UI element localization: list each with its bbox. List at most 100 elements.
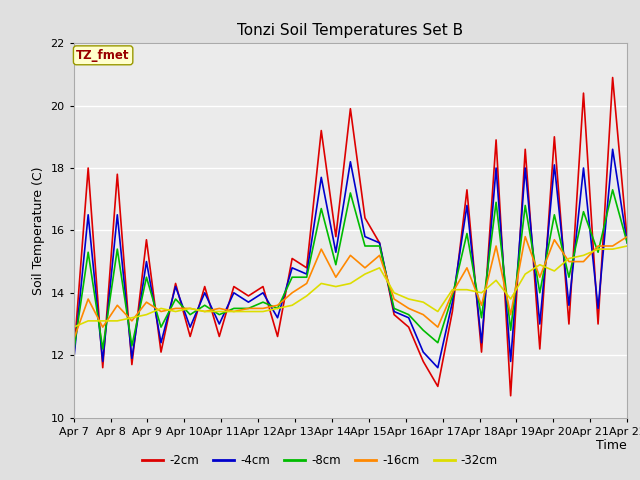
-8cm	[99, 346, 107, 352]
-8cm	[84, 250, 92, 255]
-4cm	[317, 175, 325, 180]
-2cm	[274, 334, 282, 339]
-4cm	[143, 259, 150, 264]
-8cm	[594, 250, 602, 255]
-32cm	[332, 284, 340, 289]
-32cm	[128, 315, 136, 321]
-8cm	[376, 243, 383, 249]
-32cm	[449, 287, 456, 293]
-32cm	[303, 293, 310, 299]
-8cm	[274, 306, 282, 312]
-32cm	[390, 290, 398, 296]
-4cm	[347, 159, 355, 165]
-2cm	[507, 393, 515, 398]
-4cm	[522, 165, 529, 171]
-16cm	[565, 259, 573, 264]
-32cm	[405, 296, 413, 302]
-2cm	[594, 321, 602, 327]
-2cm	[84, 165, 92, 171]
-2cm	[434, 384, 442, 389]
-16cm	[99, 324, 107, 330]
-32cm	[216, 309, 223, 314]
-2cm	[623, 237, 631, 243]
-8cm	[419, 327, 427, 333]
-32cm	[201, 309, 209, 314]
-4cm	[550, 162, 558, 168]
X-axis label: Time: Time	[596, 439, 627, 453]
-16cm	[143, 300, 150, 305]
-32cm	[376, 265, 383, 271]
-4cm	[434, 365, 442, 371]
-4cm	[376, 240, 383, 246]
-2cm	[361, 215, 369, 221]
-16cm	[405, 306, 413, 312]
-2cm	[303, 265, 310, 271]
-2cm	[172, 280, 179, 286]
-2cm	[536, 346, 543, 352]
-8cm	[390, 306, 398, 312]
-16cm	[434, 324, 442, 330]
-8cm	[522, 203, 529, 208]
-4cm	[492, 165, 500, 171]
-4cm	[216, 321, 223, 327]
-8cm	[580, 209, 588, 215]
-32cm	[70, 324, 77, 330]
-32cm	[463, 287, 471, 293]
-2cm	[477, 349, 485, 355]
-4cm	[580, 165, 588, 171]
-32cm	[492, 277, 500, 283]
-2cm	[157, 349, 165, 355]
-32cm	[580, 252, 588, 258]
-2cm	[288, 255, 296, 261]
-8cm	[216, 312, 223, 318]
-8cm	[550, 212, 558, 217]
-16cm	[70, 337, 77, 343]
-4cm	[405, 315, 413, 321]
-2cm	[317, 128, 325, 133]
-8cm	[463, 231, 471, 237]
-8cm	[361, 243, 369, 249]
-16cm	[609, 243, 616, 249]
Line: -16cm: -16cm	[74, 237, 627, 340]
-16cm	[259, 306, 267, 312]
-16cm	[274, 302, 282, 308]
-32cm	[550, 268, 558, 274]
-16cm	[477, 302, 485, 308]
Text: TZ_fmet: TZ_fmet	[76, 49, 130, 62]
-4cm	[361, 234, 369, 240]
-2cm	[449, 309, 456, 314]
Title: Tonzi Soil Temperatures Set B: Tonzi Soil Temperatures Set B	[237, 23, 463, 38]
Line: -8cm: -8cm	[74, 190, 627, 352]
-4cm	[172, 284, 179, 289]
-4cm	[230, 290, 237, 296]
-2cm	[580, 90, 588, 96]
-2cm	[259, 284, 267, 289]
-32cm	[565, 255, 573, 261]
-8cm	[230, 306, 237, 312]
-32cm	[186, 306, 194, 312]
-8cm	[303, 275, 310, 280]
-4cm	[128, 355, 136, 361]
-8cm	[201, 302, 209, 308]
-4cm	[99, 359, 107, 364]
-8cm	[477, 315, 485, 321]
-2cm	[186, 334, 194, 339]
-8cm	[332, 262, 340, 268]
-8cm	[434, 340, 442, 346]
-4cm	[113, 212, 121, 217]
-16cm	[361, 265, 369, 271]
-32cm	[594, 246, 602, 252]
-4cm	[84, 212, 92, 217]
-32cm	[157, 306, 165, 312]
-8cm	[449, 293, 456, 299]
-8cm	[536, 290, 543, 296]
-8cm	[492, 200, 500, 205]
-4cm	[565, 302, 573, 308]
-4cm	[186, 324, 194, 330]
-4cm	[157, 340, 165, 346]
-16cm	[522, 234, 529, 240]
-8cm	[70, 349, 77, 355]
-16cm	[230, 309, 237, 314]
-2cm	[419, 359, 427, 364]
-32cm	[99, 318, 107, 324]
